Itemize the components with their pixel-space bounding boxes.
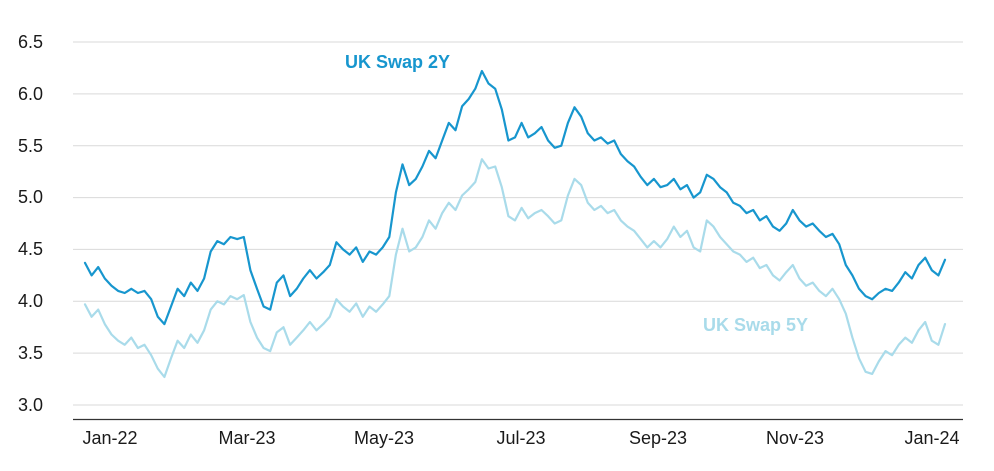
x-tick-label: Sep-23 (628, 428, 688, 448)
x-tick-label: Jan-24 (904, 428, 960, 448)
y-tick-label: 5.5 (18, 136, 44, 156)
x-tick-label: Jul-23 (496, 428, 546, 448)
x-tick-label: Mar-23 (218, 428, 276, 448)
series-line-uk-swap-2y (83, 69, 947, 326)
y-tick-label: 4.5 (18, 239, 44, 259)
y-tick-label: 6.5 (18, 32, 44, 52)
x-tick-label: Nov-23 (765, 428, 825, 448)
x-tick-label: Jan-22 (82, 428, 138, 448)
y-tick-label: 4.0 (18, 291, 44, 311)
y-tick-label: 3.5 (18, 343, 44, 363)
x-tick-label: May-23 (353, 428, 415, 448)
series-line-uk-swap-5y (83, 158, 947, 379)
y-tick-label: 3.0 (18, 395, 44, 415)
series-label-uk-swap-2y: UK Swap 2Y (345, 52, 451, 72)
y-tick-label: 5.0 (18, 187, 44, 207)
series-label-uk-swap-5y: UK Swap 5Y (703, 315, 809, 335)
y-tick-label: 6.0 (18, 84, 44, 104)
